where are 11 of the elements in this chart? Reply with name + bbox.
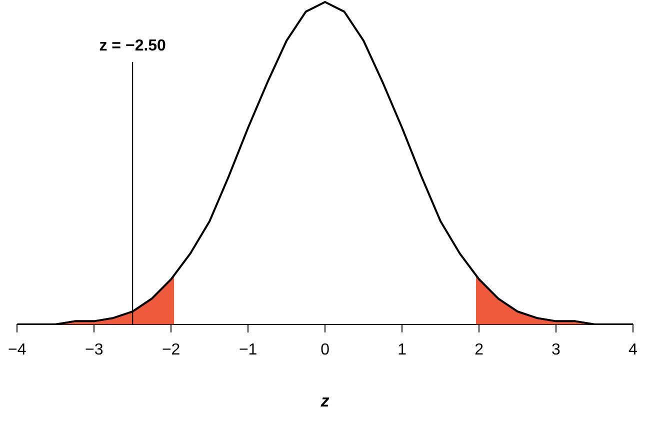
x-tick-label: −4: [8, 341, 26, 358]
x-tick-label: 0: [320, 341, 330, 358]
x-tick-label: 1: [398, 341, 407, 358]
x-tick-label: 2: [474, 341, 484, 358]
x-tick-label: −2: [162, 341, 180, 358]
x-tick-label: −1: [238, 341, 258, 358]
x-tick-label: −3: [84, 341, 104, 358]
x-tick-label: 4: [628, 341, 638, 358]
ref-line-label: z = −2.50: [99, 37, 166, 54]
x-axis-title: z: [320, 391, 330, 410]
x-tick-label: 3: [552, 341, 561, 358]
